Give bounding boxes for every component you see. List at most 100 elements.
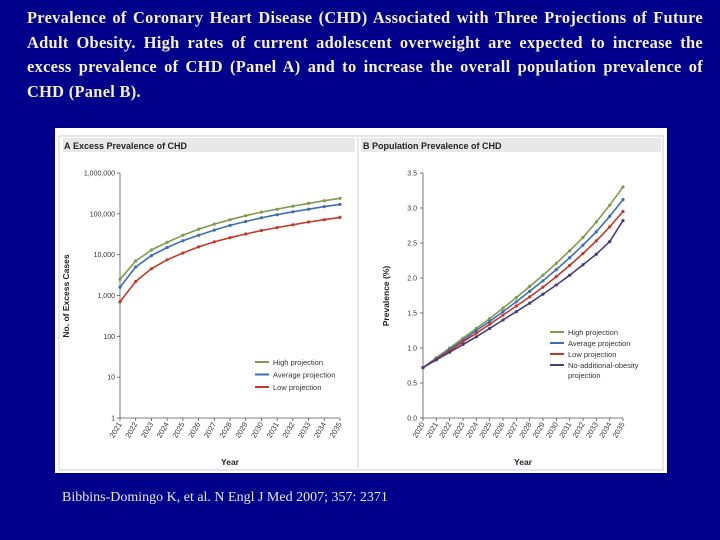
series-low-point	[461, 340, 465, 344]
x-tick-label: 2032	[571, 421, 587, 440]
series-low-point	[181, 251, 185, 255]
legend-label: Average projection	[568, 339, 630, 348]
legend-label: Low projection	[568, 350, 616, 359]
series-low-point	[165, 258, 169, 262]
series-low-point	[594, 239, 598, 243]
y-axis-label: Prevalence (%)	[381, 266, 391, 327]
x-tick-label: 2024	[155, 421, 171, 440]
x-tick-label: 2021	[108, 421, 124, 440]
series-high-point	[212, 222, 216, 226]
y-tick-label: 0.5	[407, 381, 417, 388]
x-tick-label: 2034	[597, 421, 613, 440]
panel-b: B Population Prevalence of CHD 0.0 0.5 1.0 1.…	[361, 138, 661, 467]
series-average-point	[338, 202, 342, 206]
legend-label: Average projection	[273, 371, 335, 380]
y-tick-label: 3.5	[407, 171, 417, 178]
series-low-point	[338, 215, 342, 219]
x-tick-label: 2028	[517, 421, 533, 440]
series-low-point	[228, 236, 232, 240]
series-high-point	[118, 277, 122, 281]
series-high-line	[422, 186, 624, 369]
series-high-point	[488, 317, 492, 321]
x-tick-label: 2030	[544, 421, 560, 440]
series-low-point	[118, 300, 122, 304]
y-tick-label: 3.0	[407, 206, 417, 213]
y-tick-label: 2.0	[407, 276, 417, 283]
series-none-point	[421, 366, 425, 370]
series-none-point	[568, 273, 572, 277]
series-average-point	[581, 243, 585, 247]
series-high-point	[307, 201, 311, 205]
y-tick-label: 0.0	[407, 416, 417, 423]
x-tick-label: 2022	[123, 421, 139, 440]
x-tick-label: 2026	[491, 421, 507, 440]
series-low	[118, 215, 342, 304]
x-axis-label: Year	[514, 457, 533, 467]
series-average-point	[554, 268, 558, 272]
y-tick-label: 1	[111, 416, 115, 423]
y-tick-label: 10,000	[94, 252, 116, 259]
series-high-point	[554, 261, 558, 265]
series-low-line	[422, 210, 624, 369]
x-tick-label: 2025	[477, 421, 493, 440]
series-average-point	[244, 219, 248, 224]
series-high-point	[338, 196, 342, 200]
x-tick-label: 2027	[202, 421, 218, 440]
series-low-point	[259, 228, 263, 233]
panel-header-band	[63, 138, 355, 152]
x-tick-label: 2031	[265, 421, 281, 440]
series-average-point	[528, 289, 532, 293]
x-tick-label: 2028	[218, 421, 234, 440]
panel-a: A Excess Prevalence of CHD 1 10 100 1,000 10,0…	[61, 138, 355, 467]
series-high-point	[541, 273, 545, 277]
series-high-point	[608, 203, 612, 207]
series-average-line	[422, 199, 624, 369]
series-none-point	[581, 263, 585, 267]
panel-letter: A	[64, 141, 71, 151]
series-average-point	[197, 233, 201, 237]
series-average-point	[165, 245, 169, 250]
series-low-point	[149, 267, 153, 271]
series-high-point	[291, 204, 295, 208]
legend-label: projection	[568, 371, 601, 380]
x-tick-label: 2022	[437, 421, 453, 440]
x-tick-label: 2031	[557, 421, 573, 440]
series-average-point	[118, 285, 122, 289]
series-none-point	[608, 240, 612, 244]
series-high-point	[528, 284, 532, 288]
series-low-point	[608, 225, 612, 229]
series-low-point	[212, 240, 216, 244]
series-high-point	[134, 259, 138, 263]
series-none-point	[514, 310, 518, 314]
series-none-line	[422, 220, 624, 369]
y-tick-label: 100	[103, 334, 115, 341]
citation: Bibbins-Domingo K, et al. N Engl J Med 2…	[62, 490, 388, 505]
series-low-point	[322, 218, 326, 222]
panel-title: Population Prevalence of CHD	[372, 141, 502, 151]
series-none	[421, 219, 625, 370]
series-none-point	[474, 335, 478, 339]
series-none-point	[461, 342, 465, 347]
series-high-point	[149, 248, 153, 252]
series-average-point	[275, 213, 279, 217]
series-average-point	[474, 328, 478, 333]
series-high-point	[181, 233, 185, 237]
series-high-point	[244, 214, 248, 218]
x-tick-label: 2029	[531, 421, 547, 440]
x-tick-label: 2026	[186, 421, 202, 440]
series-none-point	[488, 326, 492, 330]
series-average-point	[212, 228, 216, 232]
series-high-point	[621, 185, 625, 189]
series-none-point	[594, 252, 598, 256]
series-low-point	[307, 220, 311, 224]
x-tick-label: 2023	[451, 421, 467, 440]
chart-figure: A Excess Prevalence of CHD 1 10 100 1,000 10,0…	[58, 135, 664, 471]
series-low-point	[134, 279, 138, 284]
series-none-point	[434, 358, 438, 362]
y-tick-label: 1,000,000	[84, 171, 115, 178]
series-high-point	[322, 199, 326, 203]
slide-heading: Prevalence of Coronary Heart Disease (CH…	[27, 8, 703, 101]
series-average-line	[119, 203, 341, 288]
series-average-point	[149, 254, 153, 258]
y-tick-label: 100,000	[90, 211, 115, 218]
